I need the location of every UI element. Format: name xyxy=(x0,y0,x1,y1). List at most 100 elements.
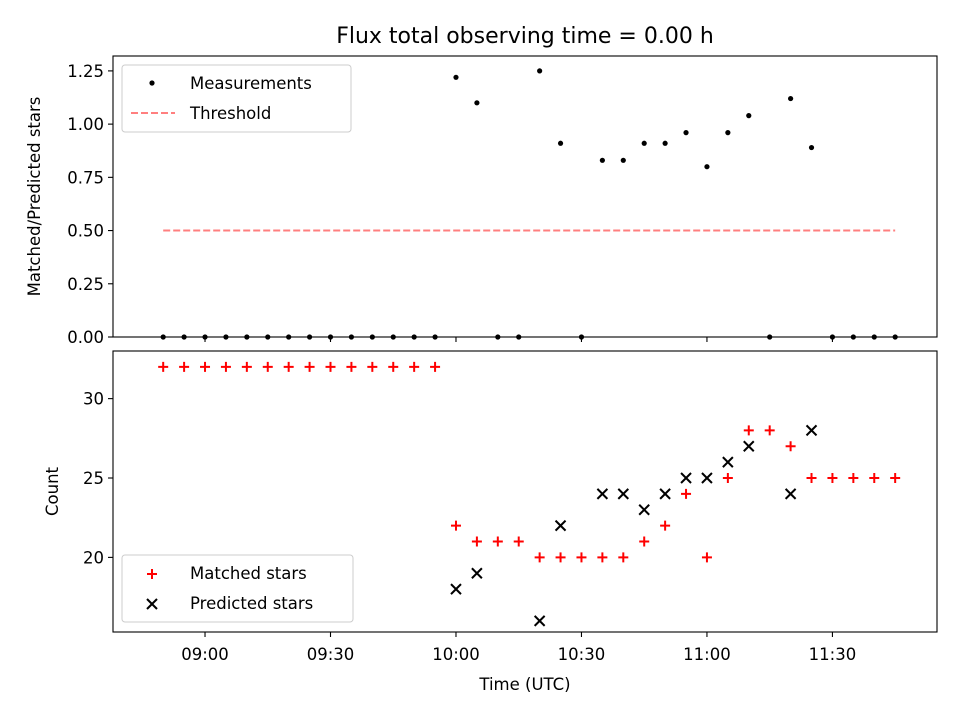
matched-stars-point xyxy=(743,425,754,436)
legend-predicted-marker xyxy=(146,598,158,610)
matched-stars-point xyxy=(304,361,315,372)
matched-stars-point xyxy=(179,361,190,372)
top-plot-area: 0.00 0.25 0.50 0.75 1.00 1.25 xyxy=(67,62,898,347)
predicted-stars-point xyxy=(701,472,713,484)
matched-stars-point xyxy=(283,361,294,372)
predicted-stars-point xyxy=(450,583,462,595)
y-tick-label: 0.00 xyxy=(67,328,104,347)
measurement-point xyxy=(557,140,564,146)
measurement-point xyxy=(788,95,794,102)
matched-stars-point xyxy=(764,425,775,436)
legend-measurements-marker xyxy=(149,80,155,86)
y-tick-label: 1.25 xyxy=(67,62,104,81)
matched-stars-point xyxy=(681,488,692,499)
matched-stars-point xyxy=(660,520,671,531)
y-tick-label: 20 xyxy=(83,548,104,567)
top-legend-box xyxy=(121,64,352,133)
matched-stars-point xyxy=(409,361,420,372)
predicted-stars-point xyxy=(617,488,630,500)
y-tick-label: 25 xyxy=(83,469,104,488)
predicted-stars-point xyxy=(784,488,797,500)
measurement-point xyxy=(704,164,710,170)
bottom-y-axis-label: Count xyxy=(43,466,62,516)
predicted-stars-point xyxy=(805,424,818,437)
matched-stars-point xyxy=(513,536,524,547)
measurement-point xyxy=(662,140,668,146)
matched-stars-point xyxy=(785,441,796,452)
x-tick-label: 11:00 xyxy=(683,645,731,664)
matched-stars-point xyxy=(534,552,545,563)
matched-stars-point xyxy=(158,361,169,372)
matched-stars-point xyxy=(618,552,629,563)
legend-matched-marker xyxy=(147,569,157,579)
top-y-axis-label: Matched/Predicted stars xyxy=(25,97,44,297)
measurement-point xyxy=(725,130,731,136)
matched-stars-point xyxy=(701,552,712,563)
predicted-stars-point xyxy=(596,488,609,500)
measurement-point xyxy=(641,140,647,146)
predicted-stars-point xyxy=(554,519,567,532)
matched-stars-point xyxy=(262,361,273,372)
matched-stars-point xyxy=(430,361,441,372)
matched-stars-point xyxy=(806,473,817,484)
x-tick-label: 09:30 xyxy=(307,645,355,664)
matched-stars-point xyxy=(827,473,838,484)
matched-stars-point xyxy=(890,473,901,484)
matched-stars-point xyxy=(220,361,231,372)
measurement-point xyxy=(453,74,459,80)
matched-stars-point xyxy=(722,473,733,484)
bottom-plot-area: 20 25 30 09:00 09:30 10:00 10:30 11:00 11:30 xyxy=(83,361,901,664)
matched-stars-point xyxy=(471,536,482,547)
measurement-point xyxy=(599,157,605,163)
legend-measurements-label: Measurements xyxy=(190,74,312,93)
matched-stars-point xyxy=(848,473,859,484)
measurement-point xyxy=(474,100,480,106)
y-tick-label: 0.75 xyxy=(67,168,104,187)
matched-stars-point xyxy=(869,473,880,484)
matched-stars-point xyxy=(241,361,252,372)
measurement-point xyxy=(808,144,815,151)
predicted-stars-point xyxy=(638,504,650,516)
measurement-point xyxy=(683,130,689,136)
y-tick-label: 0.50 xyxy=(67,222,104,241)
chart-title: Flux total observing time = 0.00 h xyxy=(336,24,714,49)
predicted-stars-point xyxy=(533,615,546,627)
matched-stars-point xyxy=(639,536,650,547)
y-tick-label: 1.00 xyxy=(67,115,104,134)
matched-stars-point xyxy=(492,536,503,547)
predicted-stars-point xyxy=(722,456,734,468)
matched-stars-point xyxy=(367,361,378,372)
top-axes-frame xyxy=(112,55,938,338)
matched-stars-point xyxy=(450,520,461,531)
matched-stars-point xyxy=(597,552,608,563)
measurement-point xyxy=(537,68,543,74)
x-tick-label: 11:30 xyxy=(809,645,857,664)
bottom-legend: Matched stars Predicted stars xyxy=(121,554,354,623)
predicted-stars-point xyxy=(680,472,692,484)
legend-matched-label: Matched stars xyxy=(190,564,307,583)
matched-stars-point xyxy=(325,361,336,372)
bottom-axes-frame xyxy=(112,350,938,633)
bottom-legend-box xyxy=(121,554,354,623)
y-tick-label: 30 xyxy=(83,390,104,409)
legend-predicted-label: Predicted stars xyxy=(190,594,313,613)
measurement-point xyxy=(746,113,752,119)
matched-stars-point xyxy=(576,552,587,563)
x-tick-label: 10:00 xyxy=(432,645,480,664)
predicted-stars-point xyxy=(659,488,671,500)
matched-stars-point xyxy=(200,361,211,372)
measurement-point xyxy=(620,157,626,163)
predicted-stars-point xyxy=(471,567,483,579)
top-legend: Measurements Threshold xyxy=(121,64,352,133)
matched-stars-point xyxy=(388,361,399,372)
x-axis-label: Time (UTC) xyxy=(478,675,570,694)
matched-stars-point xyxy=(555,552,566,563)
x-tick-label: 10:30 xyxy=(558,645,606,664)
predicted-stars-point xyxy=(743,440,755,452)
y-tick-label: 0.25 xyxy=(67,275,104,294)
x-tick-label: 09:00 xyxy=(181,645,229,664)
legend-threshold-label: Threshold xyxy=(189,104,271,123)
matched-stars-point xyxy=(346,361,357,372)
